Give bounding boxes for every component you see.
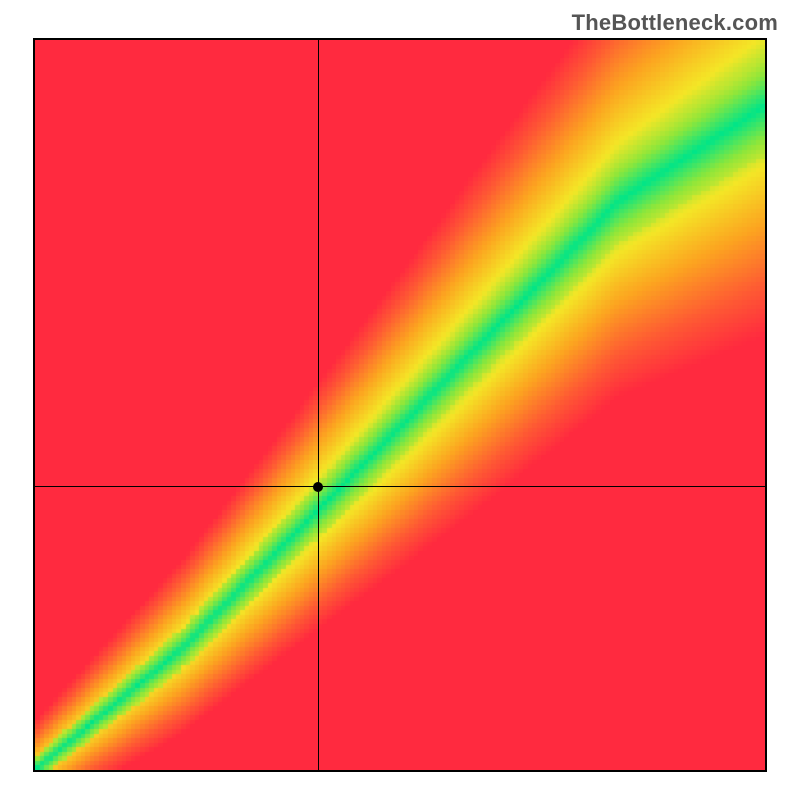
heatmap-canvas xyxy=(35,40,765,770)
plot-frame xyxy=(33,38,767,772)
watermark-text: TheBottleneck.com xyxy=(572,10,778,36)
chart-container: TheBottleneck.com xyxy=(0,0,800,800)
